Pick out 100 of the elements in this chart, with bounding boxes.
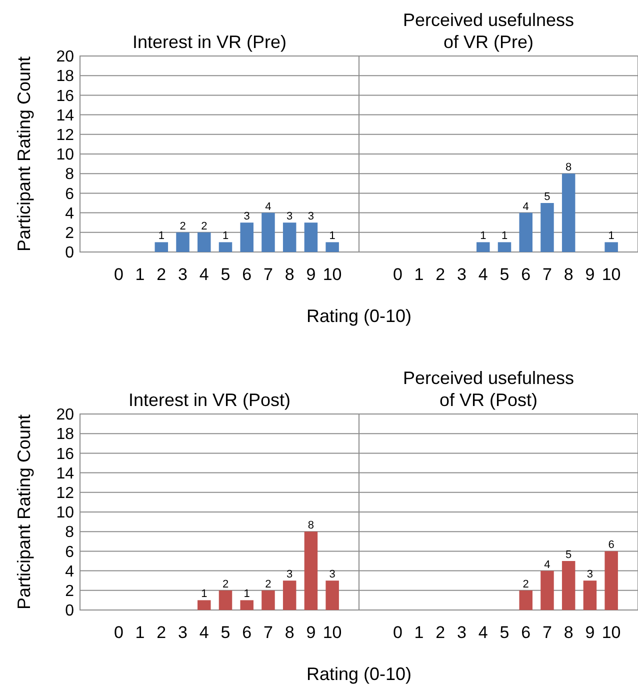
- y-tick-label: 16: [56, 446, 74, 463]
- x-tick-label: 8: [564, 265, 574, 284]
- data-label: 1: [501, 230, 508, 242]
- bar: [604, 242, 618, 252]
- data-label: 1: [608, 230, 614, 242]
- data-label: 4: [522, 200, 529, 213]
- x-tick-label: 9: [585, 265, 595, 284]
- y-tick-label: 10: [56, 504, 74, 522]
- x-tick-label: 3: [457, 265, 467, 284]
- bar: [562, 561, 576, 610]
- bar: [540, 570, 554, 610]
- x-tick-label: 10: [322, 265, 342, 284]
- bar: [218, 590, 232, 610]
- y-tick-label: 0: [65, 244, 74, 262]
- x-tick-label: 3: [178, 623, 188, 642]
- bar: [240, 222, 254, 252]
- x-tick-label: 10: [322, 623, 342, 642]
- x-tick-label: 6: [242, 265, 252, 284]
- data-label: 3: [308, 210, 314, 223]
- data-label: 2: [180, 220, 186, 232]
- bar: [326, 242, 339, 252]
- data-label: 3: [244, 210, 250, 223]
- x-tick-label: 6: [521, 623, 531, 642]
- y-tick-label: 6: [65, 544, 74, 561]
- data-label: 1: [222, 230, 229, 242]
- x-tick-label: 9: [585, 623, 595, 642]
- x-tick-label: 10: [602, 623, 621, 642]
- data-label: 2: [222, 578, 229, 590]
- bar: [304, 532, 318, 610]
- bar: [519, 212, 532, 252]
- y-axis-title: Participant Rating Count: [14, 414, 34, 610]
- chart-title: Perceived usefulness of VR (Post): [402, 368, 574, 410]
- x-tick-label: 2: [156, 265, 166, 284]
- data-label: 1: [158, 230, 164, 242]
- bar: [198, 232, 211, 252]
- bar: [562, 174, 576, 252]
- data-label: 2: [265, 578, 272, 590]
- x-axis-title: Rating (0-10): [306, 664, 412, 684]
- x-tick-label: 7: [263, 623, 273, 642]
- y-tick-label: 4: [65, 563, 74, 580]
- y-tick-label: 20: [56, 406, 74, 424]
- data-label: 1: [480, 230, 486, 242]
- x-tick-label: 9: [306, 265, 316, 284]
- x-tick-label: 0: [114, 265, 124, 284]
- y-tick-label: 14: [56, 107, 74, 124]
- x-tick-label: 3: [457, 623, 467, 642]
- data-label: 5: [566, 549, 572, 561]
- x-tick-label: 0: [392, 623, 402, 642]
- data-label: 1: [201, 588, 208, 600]
- bar: [176, 232, 190, 252]
- data-label: 3: [586, 568, 594, 581]
- x-tick-label: 5: [220, 265, 230, 284]
- data-label: 6: [608, 539, 614, 552]
- x-tick-label: 2: [436, 265, 446, 284]
- y-tick-label: 0: [65, 602, 74, 620]
- x-tick-label: 1: [135, 623, 145, 642]
- data-label: 8: [308, 520, 314, 532]
- bar: [604, 551, 618, 610]
- y-tick-label: 14: [56, 465, 74, 482]
- x-tick-label: 8: [564, 623, 574, 642]
- y-tick-label: 8: [65, 166, 74, 184]
- bar: [282, 580, 296, 610]
- y-tick-label: 12: [56, 485, 74, 502]
- data-label: 2: [201, 220, 208, 232]
- x-tick-label: 1: [414, 265, 424, 284]
- bar: [198, 600, 211, 610]
- y-tick-label: 12: [56, 127, 74, 144]
- y-tick-label: 4: [65, 205, 74, 222]
- x-tick-label: 6: [521, 265, 531, 284]
- bar: [498, 242, 512, 252]
- x-tick-label: 4: [199, 623, 209, 642]
- bar: [262, 212, 275, 252]
- bar: [262, 590, 275, 610]
- data-label: 3: [286, 568, 293, 581]
- x-tick-label: 6: [242, 623, 252, 642]
- x-tick-label: 9: [306, 623, 316, 642]
- bar: [304, 222, 318, 252]
- y-tick-label: 16: [56, 88, 74, 105]
- x-tick-label: 5: [500, 623, 510, 642]
- data-label: 2: [522, 578, 529, 590]
- y-tick-label: 8: [65, 524, 74, 542]
- data-label: 1: [329, 230, 336, 242]
- bar: [540, 203, 554, 252]
- y-tick-label: 6: [65, 186, 74, 203]
- y-tick-label: 2: [65, 583, 74, 600]
- data-label: 5: [544, 191, 550, 203]
- x-tick-label: 0: [392, 265, 402, 284]
- y-tick-label: 10: [56, 146, 74, 164]
- chart-title: Interest in VR (Pre): [132, 32, 287, 52]
- x-tick-label: 4: [478, 623, 488, 642]
- x-tick-label: 8: [284, 265, 294, 284]
- x-tick-label: 2: [156, 623, 166, 642]
- data-label: 3: [286, 210, 293, 223]
- x-tick-label: 7: [263, 265, 273, 284]
- x-tick-label: 5: [500, 265, 510, 284]
- data-label: 4: [265, 200, 272, 213]
- x-tick-label: 4: [478, 265, 488, 284]
- y-axis-title: Participant Rating Count: [14, 56, 34, 252]
- x-tick-label: 3: [178, 265, 188, 284]
- bar: [476, 242, 490, 252]
